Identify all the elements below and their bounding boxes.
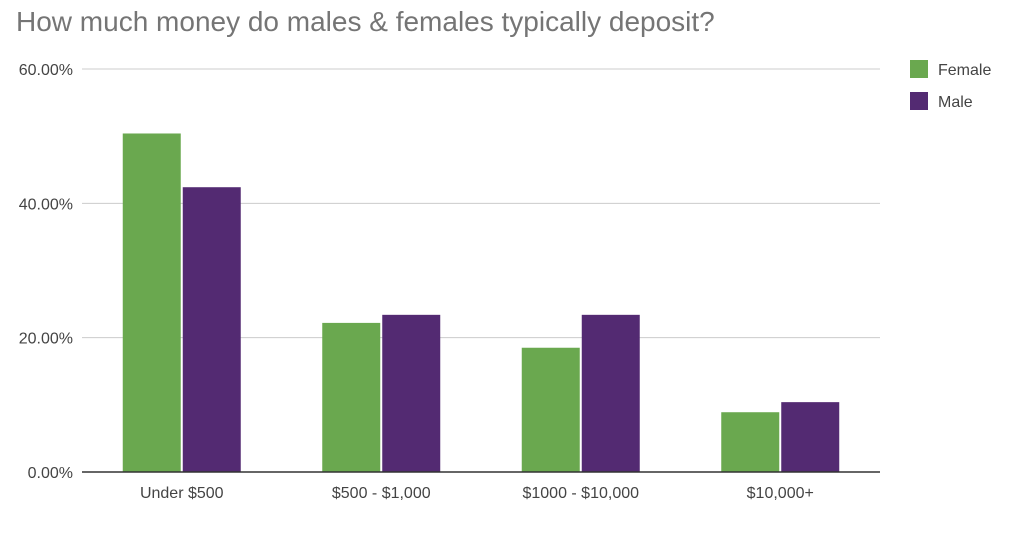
x-axis-tick-labels: Under $500 $500 - $1,000 $1000 - $10,000 $1…: [140, 485, 814, 502]
y-tick-label: 20.00%: [19, 331, 73, 348]
x-tick-label: $10,000+: [747, 485, 814, 502]
legend-swatch-male: [910, 92, 928, 110]
legend-label-female: Female: [938, 62, 991, 79]
y-tick-label: 40.00%: [19, 196, 73, 213]
legend-swatch-female: [910, 60, 928, 78]
legend-label-male: Male: [938, 94, 973, 111]
bar-female: [721, 412, 780, 472]
chart-title: How much money do males & females typica…: [16, 6, 715, 37]
bar-male: [382, 314, 441, 472]
legend: Female Male: [910, 60, 991, 111]
x-tick-label: $500 - $1,000: [332, 485, 431, 502]
x-tick-label: $1000 - $10,000: [522, 485, 639, 502]
y-tick-label: 60.00%: [19, 62, 73, 79]
y-tick-label: 0.00%: [28, 465, 73, 482]
bar-female: [521, 347, 580, 472]
bar-female: [122, 133, 181, 473]
bar-male: [182, 187, 241, 473]
bars: [122, 133, 840, 473]
x-tick-label: Under $500: [140, 485, 224, 502]
bar-male: [781, 402, 840, 472]
bar-male: [581, 314, 640, 472]
y-axis-tick-labels: 0.00% 20.00% 40.00% 60.00%: [19, 62, 73, 482]
bar-female: [322, 322, 381, 472]
